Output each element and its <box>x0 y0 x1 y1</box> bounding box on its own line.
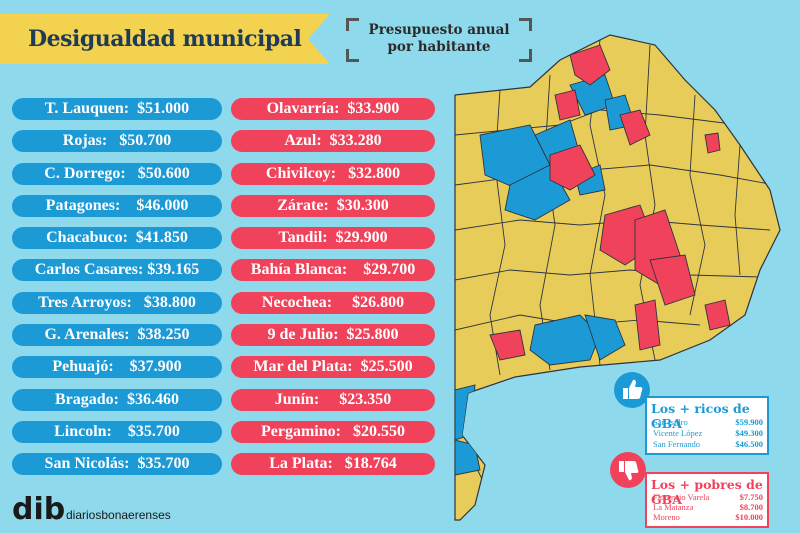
bracket-corner <box>346 18 359 31</box>
rich-box-name: San Fernando <box>653 439 700 449</box>
thumbs-down-icon <box>610 452 646 488</box>
rich-item: San Nicolás: $35.700 <box>12 453 222 476</box>
poor-box-row: Moreno $10.000 <box>653 512 763 522</box>
rich-gba-box: Los + ricos de GBA San Isidro $59.900 Vi… <box>645 396 769 455</box>
rich-box-value: $49.300 <box>735 428 763 438</box>
rich-municipalities-list: T. Lauquen: $51.000 Rojas: $50.700 C. Do… <box>12 98 222 486</box>
bracket-corner <box>519 18 532 31</box>
poor-box-value: $7.750 <box>739 492 763 502</box>
subtitle-line-2: por habitante <box>387 39 491 55</box>
thumbs-down-glyph <box>619 461 639 481</box>
poor-box-name: Moreno <box>653 512 680 522</box>
poor-item: Zárate: $30.300 <box>231 194 435 217</box>
poor-municipalities-list: Olavarría: $33.900 Azul: $33.280 Chivilc… <box>231 98 435 486</box>
poor-box-value: $8.700 <box>739 502 763 512</box>
poor-box-name: Florencio Varela <box>653 492 710 502</box>
poor-gba-box: Los + pobres de GBA Florencio Varela $7.… <box>645 472 769 528</box>
poor-item: Necochea: $26.800 <box>231 291 435 314</box>
rich-item: Chacabuco: $41.850 <box>12 227 222 250</box>
municipality-regions <box>455 39 776 486</box>
poor-item: Bahía Blanca: $29.700 <box>231 259 435 282</box>
province-map <box>454 34 781 521</box>
title-banner: Desigualdad municipal <box>0 14 330 64</box>
poor-box-name: La Matanza <box>653 502 694 512</box>
rich-box-name: San Isidro <box>653 417 688 427</box>
rich-box-row: San Isidro $59.900 <box>653 417 763 427</box>
rich-item: Lincoln: $35.700 <box>12 420 222 443</box>
page-title: Desigualdad municipal <box>28 26 302 52</box>
rich-box-value: $46.500 <box>735 439 763 449</box>
rich-box-row: Vicente López $49.300 <box>653 428 763 438</box>
poor-item: La Plata: $18.764 <box>231 453 435 476</box>
rich-item: Carlos Casares: $39.165 <box>12 259 222 282</box>
rich-box-value: $59.900 <box>735 417 763 427</box>
thumbs-up-glyph <box>623 379 643 399</box>
rich-item: C. Dorrego: $50.600 <box>12 162 222 185</box>
dib-logo: dib <box>12 492 64 525</box>
bracket-corner <box>346 49 359 62</box>
poor-item: Chivilcoy: $32.800 <box>231 162 435 185</box>
banner-ribbon <box>0 14 330 64</box>
poor-item: Olavarría: $33.900 <box>231 98 435 120</box>
rich-item: Tres Arroyos: $38.800 <box>12 291 222 314</box>
poor-item: Azul: $33.280 <box>231 130 435 153</box>
logo-mark: dib <box>12 492 64 525</box>
poor-item: Mar del Plata: $25.500 <box>231 356 435 379</box>
logo-text: diariosbonaerenses <box>66 508 171 522</box>
poor-item: Junín: $23.350 <box>231 388 435 411</box>
poor-item: 9 de Julio: $25.800 <box>231 324 435 347</box>
poor-box-row: La Matanza $8.700 <box>653 502 763 512</box>
rich-item: Patagones: $46.000 <box>12 194 222 217</box>
rich-item: Bragado: $36.460 <box>12 388 222 411</box>
poor-item: Pergamino: $20.550 <box>231 420 435 443</box>
poor-box-row: Florencio Varela $7.750 <box>653 492 763 502</box>
rich-item: T. Lauquen: $51.000 <box>12 98 222 120</box>
rich-item: G. Arenales: $38.250 <box>12 324 222 347</box>
poor-item: Tandil: $29.900 <box>231 227 435 250</box>
rich-box-row: San Fernando $46.500 <box>653 439 763 449</box>
thumbs-up-icon <box>614 372 650 408</box>
subtitle-line-1: Presupuesto anual <box>368 22 510 38</box>
rich-box-title: Los + ricos de GBA <box>651 401 750 431</box>
subtitle-box: Presupuesto anual por habitante <box>346 18 532 62</box>
subtitle: Presupuesto anual por habitante <box>346 22 532 56</box>
poor-box-title: Los + pobres de GBA <box>651 477 763 507</box>
rich-item: Rojas: $50.700 <box>12 130 222 153</box>
bracket-corner <box>519 49 532 62</box>
poor-box-value: $10.000 <box>735 512 763 522</box>
rich-item: Pehuajó: $37.900 <box>12 356 222 379</box>
rich-box-name: Vicente López <box>653 428 703 438</box>
